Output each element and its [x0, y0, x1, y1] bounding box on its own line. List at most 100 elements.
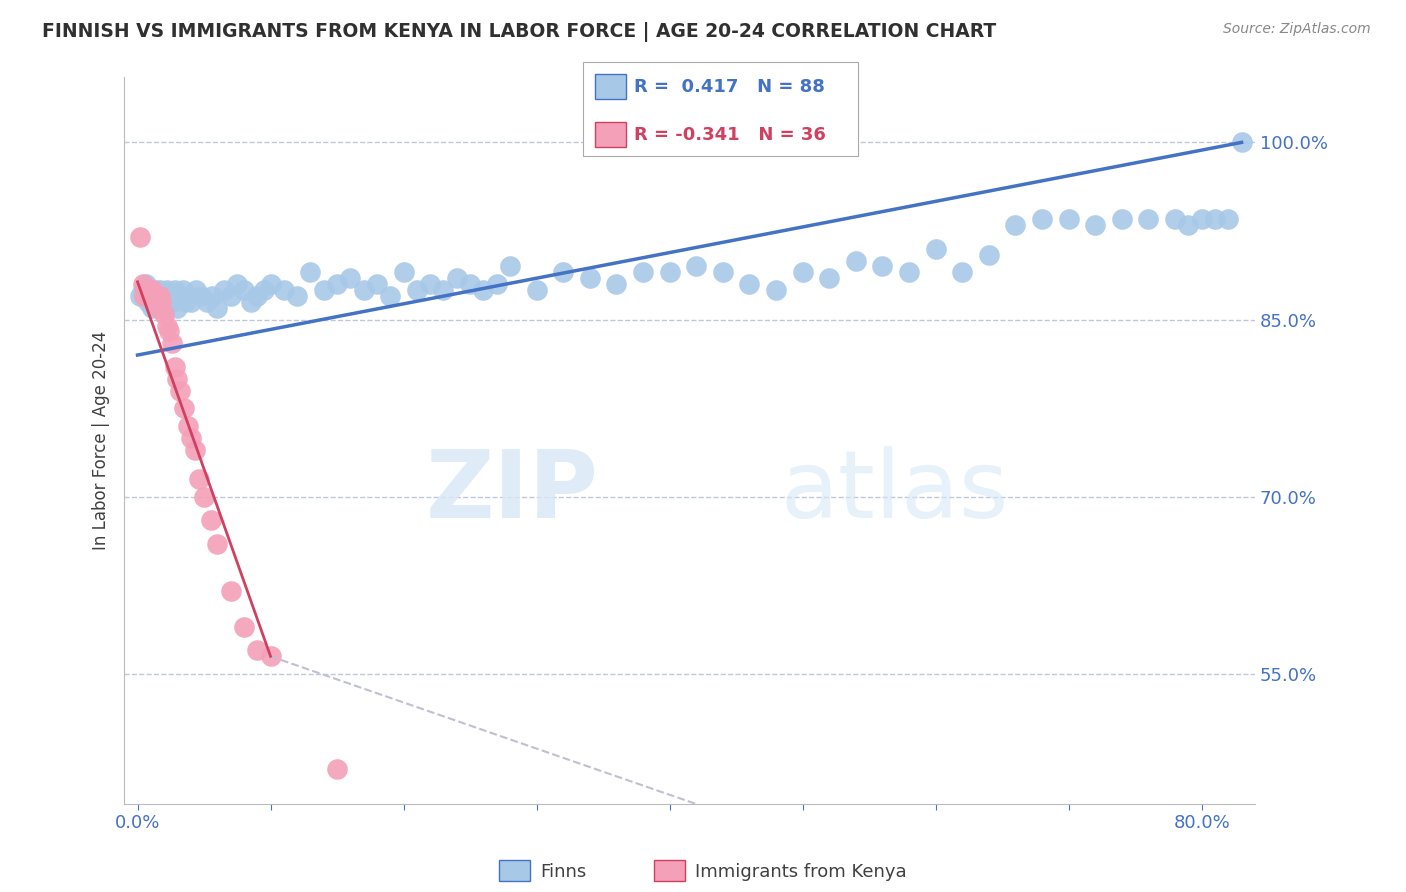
Text: ZIP: ZIP — [426, 446, 599, 538]
Text: FINNISH VS IMMIGRANTS FROM KENYA IN LABOR FORCE | AGE 20-24 CORRELATION CHART: FINNISH VS IMMIGRANTS FROM KENYA IN LABO… — [42, 22, 997, 42]
Text: Source: ZipAtlas.com: Source: ZipAtlas.com — [1223, 22, 1371, 37]
Point — [172, 283, 194, 297]
Point — [143, 289, 166, 303]
Point — [132, 277, 155, 292]
Point — [180, 294, 202, 309]
Point — [485, 277, 508, 292]
Y-axis label: In Labor Force | Age 20-24: In Labor Force | Age 20-24 — [93, 331, 110, 550]
Point — [285, 289, 308, 303]
Point — [180, 431, 202, 445]
Point — [458, 277, 481, 292]
Point — [1031, 212, 1053, 227]
Point — [135, 289, 157, 303]
Point — [163, 283, 186, 297]
Point — [156, 283, 179, 297]
Point — [195, 294, 218, 309]
Point — [146, 289, 169, 303]
Point — [553, 265, 575, 279]
Point — [149, 283, 172, 297]
Point — [129, 230, 152, 244]
Text: R = -0.341   N = 36: R = -0.341 N = 36 — [634, 126, 825, 144]
Point — [150, 294, 173, 309]
Point — [405, 283, 427, 297]
Point — [792, 265, 814, 279]
Point — [163, 359, 186, 374]
Point — [685, 260, 707, 274]
Point — [159, 325, 181, 339]
Point — [526, 283, 548, 297]
Point — [299, 265, 322, 279]
Point — [872, 260, 894, 274]
Point — [1204, 212, 1226, 227]
Point — [1230, 136, 1253, 150]
Point — [200, 513, 222, 527]
Point — [1177, 218, 1199, 232]
Point — [169, 289, 191, 303]
Point — [177, 419, 200, 434]
Point — [239, 294, 262, 309]
Point — [156, 318, 179, 333]
Point — [148, 301, 170, 315]
Point — [1057, 212, 1080, 227]
Point — [152, 294, 174, 309]
Point — [201, 289, 224, 303]
Point — [977, 247, 1000, 261]
Point — [246, 289, 269, 303]
Point — [145, 283, 167, 297]
Point — [1137, 212, 1160, 227]
Point — [139, 283, 162, 297]
Point — [150, 289, 173, 303]
Point — [432, 283, 454, 297]
Point — [153, 301, 176, 315]
Point — [1084, 218, 1107, 232]
Point — [631, 265, 654, 279]
Point — [711, 265, 734, 279]
Point — [578, 271, 600, 285]
Point — [380, 289, 402, 303]
Point — [1164, 212, 1187, 227]
Point — [1111, 212, 1133, 227]
Point — [129, 289, 152, 303]
Point — [765, 283, 787, 297]
Point — [134, 289, 156, 303]
Point — [183, 442, 205, 457]
Point — [149, 289, 172, 303]
Point — [193, 490, 215, 504]
Point — [1004, 218, 1026, 232]
Point — [845, 253, 868, 268]
Point — [273, 283, 295, 297]
Point — [169, 384, 191, 398]
Point — [898, 265, 921, 279]
Point — [219, 584, 242, 599]
Point — [153, 307, 176, 321]
Point — [173, 401, 195, 416]
Point — [392, 265, 415, 279]
Point — [1191, 212, 1213, 227]
Point — [160, 294, 183, 309]
Point — [950, 265, 973, 279]
Point — [187, 472, 209, 486]
Point — [142, 294, 165, 309]
Point — [232, 620, 254, 634]
Point — [177, 289, 200, 303]
Point — [246, 643, 269, 657]
Point — [419, 277, 441, 292]
Point — [366, 277, 388, 292]
Point — [184, 283, 207, 297]
Point — [738, 277, 761, 292]
Point — [1218, 212, 1240, 227]
Point — [143, 289, 166, 303]
Point — [207, 537, 229, 551]
Point — [146, 294, 169, 309]
Point — [142, 289, 165, 303]
Point — [138, 283, 160, 297]
Point — [174, 294, 197, 309]
Point — [135, 289, 157, 303]
Point — [499, 260, 522, 274]
Point — [134, 277, 156, 292]
Point — [232, 283, 254, 297]
Point — [353, 283, 375, 297]
Point — [339, 271, 361, 285]
Point — [141, 283, 163, 297]
Text: atlas: atlas — [780, 446, 1008, 538]
